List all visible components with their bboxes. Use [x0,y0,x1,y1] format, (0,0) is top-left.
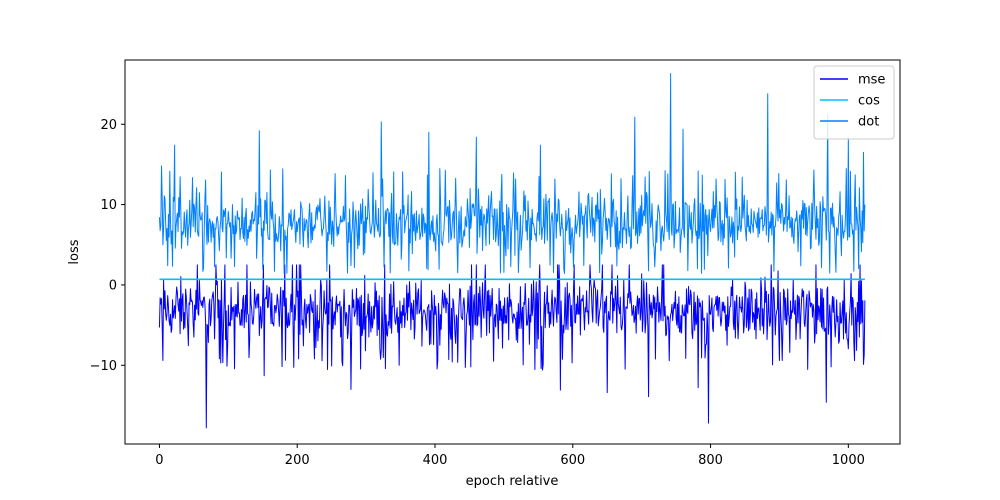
legend-label-dot: dot [858,115,879,130]
x-tick-label: 0 [155,453,163,468]
y-axis-label: loss [67,239,82,264]
series-line-dot [158,73,866,274]
plot-area [125,60,900,444]
x-tick-label: 600 [560,453,585,468]
y-tick-label: 10 [100,198,117,213]
series-layer [158,73,866,429]
legend-label-mse: mse [858,73,885,88]
x-tick-label: 800 [698,453,723,468]
y-tick-label: 20 [100,118,117,133]
y-tick-label: 0 [109,278,117,293]
plot-frame [124,59,901,445]
legend: mse cos dot [813,65,895,140]
legend-label-cos: cos [858,94,880,109]
y-tick-label: −10 [90,359,117,374]
x-tick-label: 400 [423,453,448,468]
x-axis-label: epoch relative [466,474,559,489]
x-tick-label: 200 [285,453,310,468]
x-tick-label: 1000 [832,453,865,468]
series-line-mse [158,264,866,429]
y-axis: −10 0 10 20 [90,118,125,374]
x-axis: 0 200 400 600 800 1000 [155,444,865,468]
